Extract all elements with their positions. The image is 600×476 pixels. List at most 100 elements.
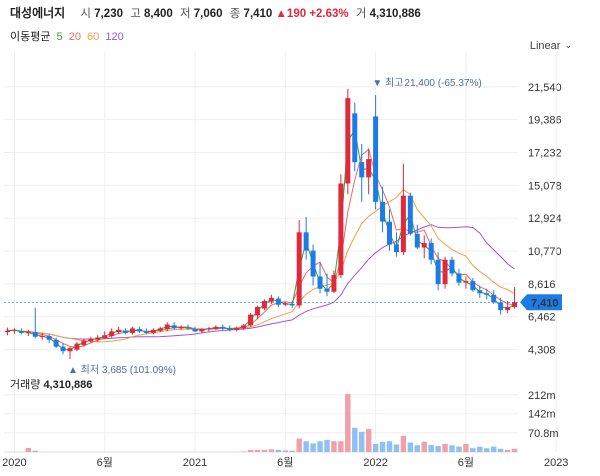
stock-header: 대성에너지 시 7,230 고 8,400 저 7,060 종 7,410 ▲1… <box>10 4 421 22</box>
low-value: 7,060 <box>193 8 223 20</box>
candle-body <box>268 297 274 302</box>
volume-bar <box>352 427 358 452</box>
candle-body <box>192 329 198 332</box>
ma60-legend[interactable]: 60 <box>87 31 100 43</box>
candle-body <box>95 337 101 340</box>
last-price-tag <box>520 294 562 311</box>
candle-body <box>157 328 163 331</box>
candle-body <box>116 329 122 333</box>
candle-body <box>234 327 240 330</box>
x-tick-label: 6월 <box>277 456 293 469</box>
candle-body <box>227 328 233 330</box>
candle-body <box>282 303 288 305</box>
candle-body <box>512 302 518 308</box>
candle-body <box>213 326 219 330</box>
candle-body <box>220 326 226 329</box>
volume-bar <box>268 449 275 452</box>
x-tick-label: 2020 <box>2 457 26 469</box>
volume-bar <box>275 449 282 452</box>
candle-body <box>67 348 73 352</box>
volume-bar <box>345 394 351 452</box>
change-arrow: ▲ <box>275 8 287 20</box>
candle-body <box>74 343 80 350</box>
scale-dropdown[interactable]: Linear ⌄ <box>530 40 572 52</box>
volume-tick-label: 70.8m <box>528 428 559 440</box>
volume-bar <box>310 443 316 452</box>
chevron-down-icon: ⌄ <box>564 40 572 50</box>
volume-bar <box>497 448 504 452</box>
moving-average-legend[interactable]: 이동평균 5 20 60 120 <box>10 28 127 44</box>
x-tick-label: 2023 <box>544 457 568 469</box>
volume-panel-value: 4,310,886 <box>43 379 93 391</box>
volume-bar <box>428 444 434 452</box>
volume-bar <box>359 431 365 452</box>
open-value: 7,230 <box>94 8 123 20</box>
close-label: 종 <box>229 8 241 20</box>
candle-body <box>136 329 142 332</box>
candle-body <box>102 335 108 339</box>
candle-body <box>164 324 170 330</box>
candle-body <box>386 221 393 245</box>
candle-body <box>393 244 399 253</box>
candle-body <box>241 325 247 329</box>
volume-label: 거 <box>355 8 367 20</box>
ma20-legend[interactable]: 20 <box>68 31 81 43</box>
x-tick-label: 6월 <box>458 456 474 469</box>
candle-body <box>248 314 254 326</box>
volume-bar <box>435 446 441 452</box>
y-tick-label: 8,616 <box>528 279 556 291</box>
candle-body <box>11 329 17 331</box>
candle-body <box>470 281 476 291</box>
candle-body <box>4 330 10 333</box>
candle-body <box>18 331 24 333</box>
open-label: 시 <box>80 8 91 20</box>
candle-body <box>477 290 483 294</box>
candle-body <box>400 195 406 253</box>
high-value: 8,400 <box>143 8 173 20</box>
close-value: 7,410 <box>243 8 273 20</box>
candle-body <box>46 335 52 340</box>
candle-body <box>143 331 149 333</box>
candle-body <box>407 195 413 234</box>
y-tick-label: 17,232 <box>528 148 562 160</box>
volume-bar <box>372 443 379 452</box>
volume-bar <box>470 448 476 452</box>
volume-bar <box>365 429 372 452</box>
ma5-legend[interactable]: 5 <box>56 31 63 43</box>
candle-body <box>60 346 66 352</box>
volume-bar <box>407 442 414 452</box>
volume-bar <box>282 450 289 452</box>
candle-body <box>491 294 497 303</box>
volume-bar <box>331 441 337 452</box>
candle-body <box>366 159 372 178</box>
volume-bar <box>449 445 455 452</box>
last-price-value: 7,410 <box>531 297 559 309</box>
candle-body <box>442 259 448 285</box>
volume-bar <box>421 441 427 452</box>
candle-body <box>199 329 205 332</box>
candle-body <box>380 201 386 222</box>
ma120-legend[interactable]: 120 <box>105 31 124 43</box>
candle-body <box>484 293 490 295</box>
min-price-value: 3,685 (101.09%) <box>102 365 176 376</box>
candle-body <box>88 339 94 342</box>
x-tick-label: 2021 <box>183 457 207 469</box>
candle-body <box>53 339 59 347</box>
ma20-line <box>7 148 515 348</box>
candle-body <box>505 307 511 311</box>
candle-body <box>296 232 302 306</box>
candle-body <box>421 242 427 248</box>
candle-body <box>261 300 267 309</box>
candle-body <box>289 303 295 306</box>
candle-body <box>338 183 344 275</box>
volume-bar <box>240 451 247 452</box>
volume-bar <box>484 448 490 452</box>
volume-panel-title: 거래량 4,310,886 <box>10 376 92 392</box>
volume-bar <box>414 445 420 452</box>
volume-bar <box>379 441 386 452</box>
candle-body <box>109 331 115 336</box>
candle-body <box>123 330 129 333</box>
volume-bar <box>511 448 518 452</box>
candle-body <box>185 327 191 329</box>
